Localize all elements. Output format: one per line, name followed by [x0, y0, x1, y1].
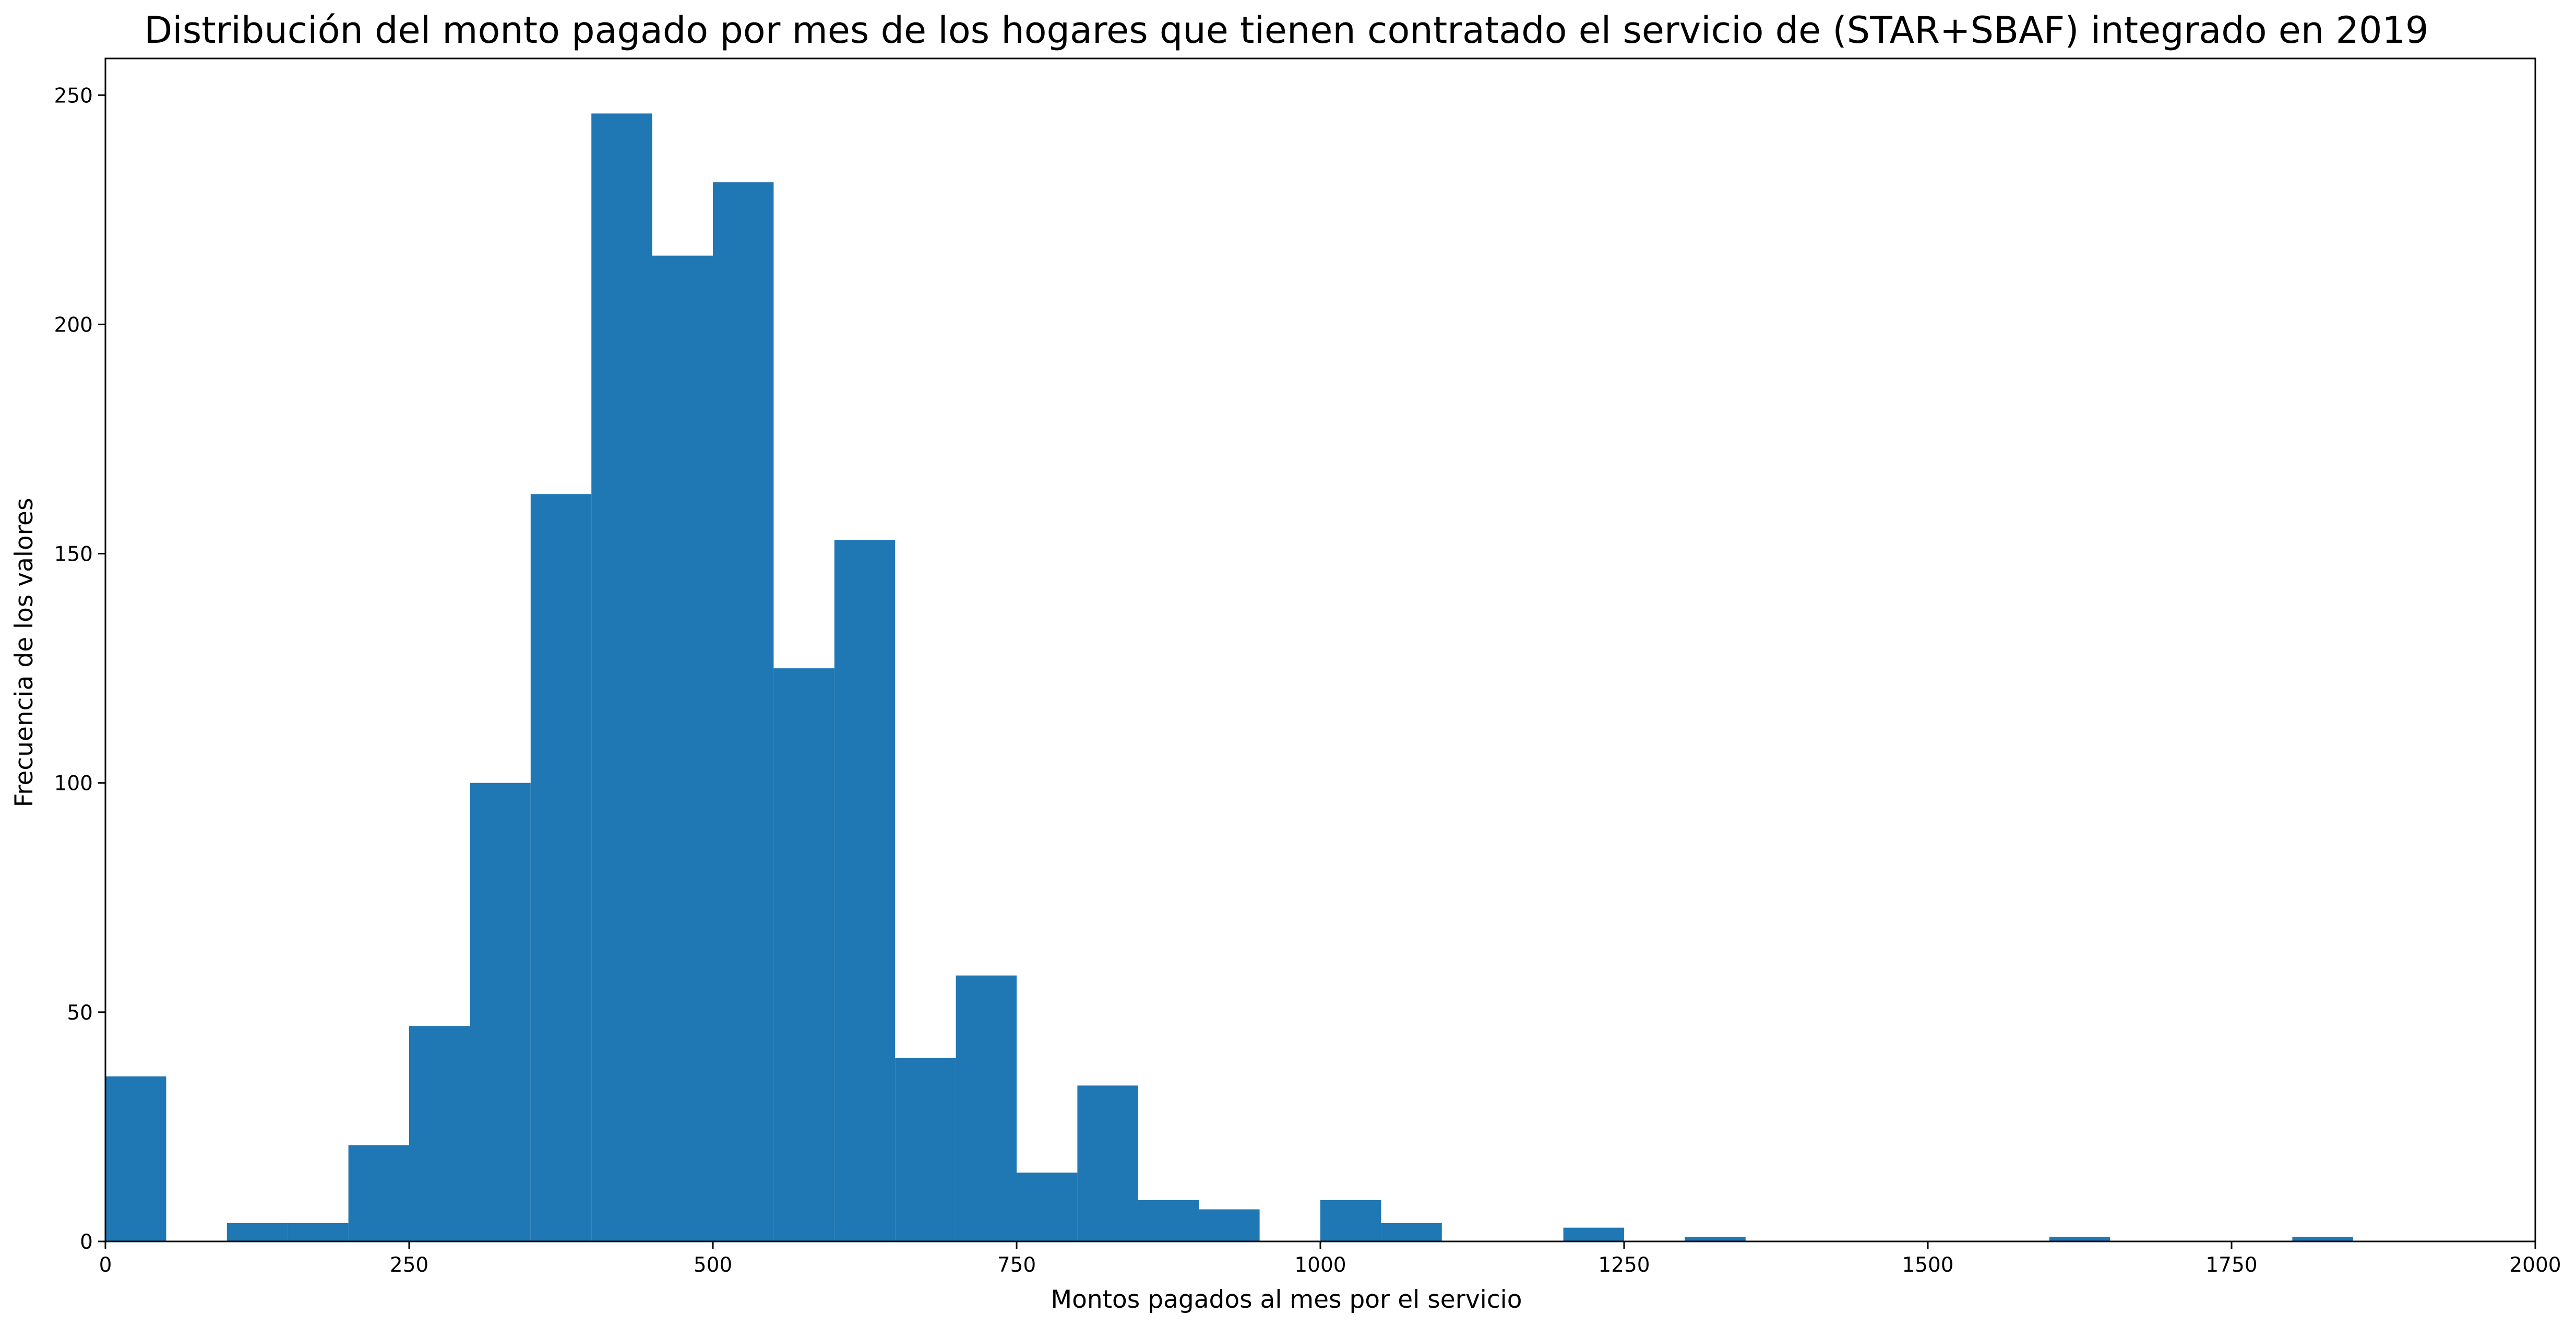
histogram-bar	[348, 1145, 409, 1241]
histogram-bar	[105, 1076, 166, 1241]
histogram-bar	[1320, 1200, 1381, 1241]
histogram-bar	[409, 1026, 470, 1241]
x-tick-label: 2000	[2509, 1253, 2561, 1277]
histogram-bar	[2049, 1237, 2110, 1241]
histogram-bar	[895, 1058, 956, 1241]
histogram-bar	[1685, 1237, 1746, 1241]
histogram-bar	[470, 783, 531, 1241]
histogram-bar	[1381, 1223, 1442, 1241]
y-tick-label: 100	[54, 772, 93, 796]
y-axis: 0 50 100 150 200 250	[54, 84, 105, 1254]
x-tick-label: 500	[694, 1253, 732, 1277]
y-axis-label: Frecuencia de los valores	[10, 498, 39, 808]
histogram-bar	[530, 494, 592, 1241]
y-tick-label: 250	[54, 84, 93, 108]
y-tick-label: 200	[54, 313, 93, 337]
histogram-bar	[1563, 1227, 1624, 1241]
histogram-bar	[226, 1223, 288, 1241]
y-tick-label: 0	[80, 1230, 93, 1254]
bars-group	[105, 113, 2353, 1242]
x-tick-label: 750	[997, 1253, 1036, 1277]
x-axis: 0 250 500 750 1000 1250 1500 1750 2000	[99, 1241, 2561, 1277]
histogram-bar	[1077, 1085, 1138, 1241]
x-tick-label: 1000	[1294, 1253, 1346, 1277]
histogram-bar	[1138, 1200, 1199, 1241]
x-tick-label: 0	[99, 1253, 112, 1277]
histogram-bar	[713, 182, 774, 1241]
histogram-bar	[1017, 1173, 1078, 1241]
histogram-bar	[591, 113, 652, 1242]
histogram-bar	[288, 1223, 349, 1241]
x-tick-label: 1500	[1902, 1253, 1953, 1277]
histogram-bar	[1199, 1209, 1260, 1241]
chart-title: Distribución del monto pagado por mes de…	[144, 9, 2428, 52]
x-tick-label: 1250	[1598, 1253, 1650, 1277]
histogram-bar	[2292, 1237, 2353, 1241]
x-axis-label: Montos pagados al mes por el servicio	[1051, 1285, 1522, 1314]
x-tick-label: 250	[390, 1253, 428, 1277]
histogram-bar	[956, 975, 1017, 1241]
histogram-bar	[834, 540, 896, 1241]
x-tick-label: 1750	[2205, 1253, 2257, 1277]
histogram-bar	[773, 668, 834, 1241]
y-tick-label: 50	[67, 1001, 93, 1025]
y-tick-label: 150	[54, 543, 93, 566]
histogram-bar	[652, 255, 713, 1242]
